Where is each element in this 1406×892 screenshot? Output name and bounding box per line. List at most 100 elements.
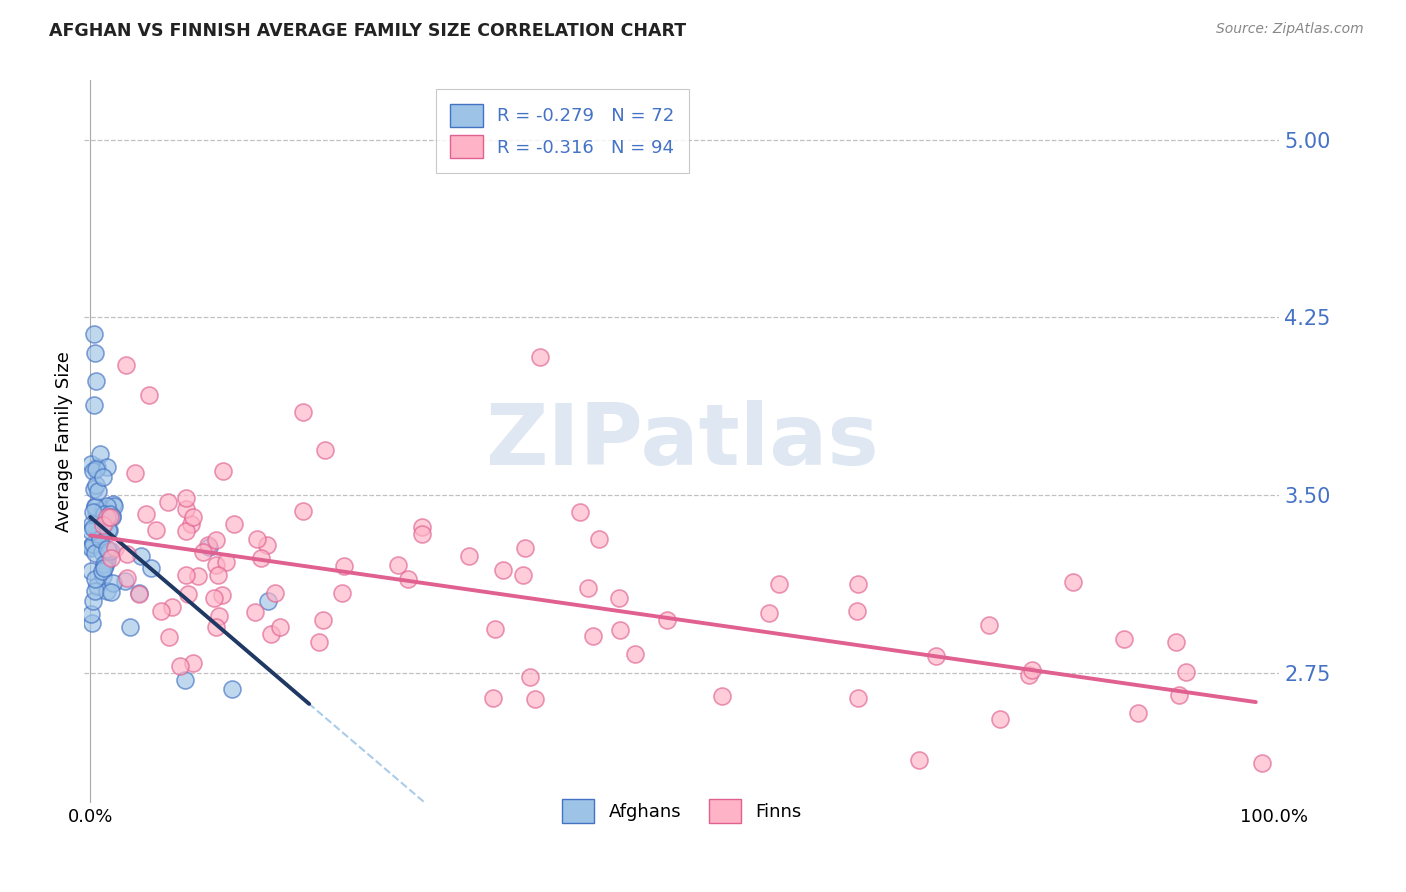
Point	[91, 470, 114, 484]
Point	[846, 604, 869, 618]
Point	[224, 517, 246, 532]
Point	[710, 690, 733, 704]
Point	[96, 459, 118, 474]
Point	[91, 564, 114, 578]
Point	[211, 588, 233, 602]
Point	[181, 510, 204, 524]
Point	[157, 495, 180, 509]
Point	[291, 504, 314, 518]
Point	[100, 584, 122, 599]
Point	[97, 523, 120, 537]
Point	[215, 555, 238, 569]
Point	[84, 374, 107, 388]
Point	[246, 532, 269, 546]
Point	[263, 586, 285, 600]
Point	[93, 518, 115, 533]
Point	[83, 326, 105, 341]
Point	[83, 584, 105, 599]
Point	[515, 541, 537, 556]
Point	[183, 657, 205, 671]
Point	[84, 478, 107, 492]
Point	[114, 574, 136, 589]
Y-axis label: Average Family Size: Average Family Size	[55, 351, 73, 532]
Point	[411, 519, 433, 533]
Point	[492, 563, 515, 577]
Point	[576, 581, 599, 595]
Point	[1112, 632, 1135, 647]
Point	[260, 627, 283, 641]
Point	[529, 351, 551, 365]
Point	[84, 462, 107, 476]
Point	[482, 691, 505, 706]
Point	[197, 540, 219, 554]
Point	[131, 549, 153, 563]
Point	[519, 670, 541, 684]
Text: Source: ZipAtlas.com: Source: ZipAtlas.com	[1216, 22, 1364, 37]
Point	[202, 591, 225, 605]
Point	[1251, 756, 1274, 770]
Point	[80, 517, 103, 532]
Point	[79, 457, 101, 471]
Point	[256, 538, 278, 552]
Point	[135, 507, 157, 521]
Point	[846, 577, 869, 591]
Point	[100, 510, 122, 524]
Point	[86, 509, 108, 524]
Point	[83, 500, 105, 514]
Point	[103, 499, 125, 513]
Point	[83, 482, 105, 496]
Point	[98, 507, 121, 521]
Point	[114, 358, 136, 372]
Point	[695, 831, 717, 846]
Point	[569, 505, 592, 519]
Point	[314, 443, 336, 458]
Point	[256, 594, 278, 608]
Point	[104, 541, 127, 556]
Point	[89, 447, 111, 461]
Point	[204, 620, 226, 634]
Point	[80, 539, 103, 553]
Point	[103, 497, 125, 511]
Point	[117, 547, 139, 561]
Point	[87, 527, 110, 541]
Point	[160, 599, 183, 614]
Point	[124, 466, 146, 480]
Point	[174, 502, 197, 516]
Point	[977, 618, 1000, 632]
Point	[1164, 635, 1187, 649]
Point	[84, 345, 107, 359]
Point	[93, 508, 115, 522]
Point	[100, 550, 122, 565]
Point	[177, 587, 200, 601]
Point	[205, 533, 228, 547]
Point	[174, 673, 197, 687]
Point	[84, 572, 107, 586]
Point	[115, 571, 138, 585]
Point	[82, 505, 104, 519]
Point	[96, 499, 118, 513]
Point	[846, 690, 869, 705]
Point	[128, 586, 150, 600]
Point	[82, 594, 104, 608]
Point	[609, 624, 631, 638]
Point	[89, 525, 111, 540]
Point	[484, 622, 506, 636]
Point	[93, 561, 115, 575]
Point	[84, 523, 107, 537]
Point	[96, 584, 118, 599]
Point	[211, 464, 233, 478]
Point	[221, 682, 243, 697]
Point	[582, 629, 605, 643]
Point	[624, 648, 647, 662]
Point	[655, 613, 678, 627]
Point	[93, 557, 115, 571]
Point	[86, 579, 108, 593]
Point	[86, 459, 108, 474]
Point	[91, 545, 114, 559]
Point	[243, 605, 266, 619]
Point	[82, 464, 104, 478]
Point	[174, 524, 197, 538]
Point	[924, 649, 946, 664]
Point	[93, 516, 115, 531]
Point	[1062, 574, 1084, 589]
